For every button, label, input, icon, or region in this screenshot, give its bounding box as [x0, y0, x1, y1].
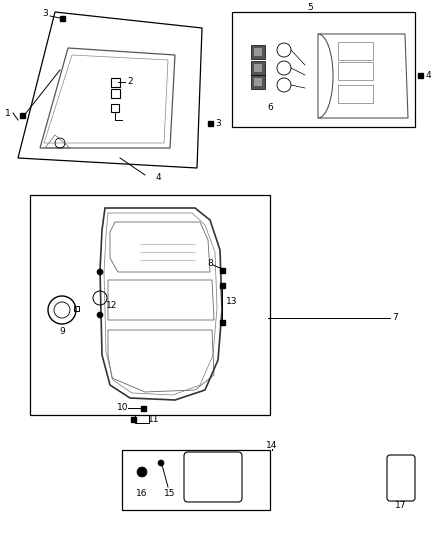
Text: 11: 11 [148, 415, 160, 424]
Bar [254, 48, 262, 56]
Bar [417, 72, 423, 77]
Bar [20, 112, 25, 117]
Bar [208, 120, 212, 125]
Text: 14: 14 [266, 441, 278, 450]
Bar [30, 195, 270, 415]
Bar [219, 319, 225, 325]
Bar [254, 78, 262, 86]
Text: 5: 5 [307, 4, 313, 12]
Bar [251, 61, 265, 75]
Bar [219, 268, 225, 272]
Text: 10: 10 [117, 403, 129, 413]
Bar [251, 45, 265, 59]
Bar [338, 85, 373, 103]
Text: 1: 1 [5, 109, 11, 117]
Bar [135, 415, 149, 423]
Bar [74, 305, 78, 311]
Bar [254, 64, 262, 72]
Text: 8: 8 [207, 259, 213, 268]
Text: 6: 6 [267, 103, 273, 112]
Text: 15: 15 [164, 489, 176, 497]
Circle shape [158, 460, 164, 466]
Bar [131, 416, 135, 422]
Bar [110, 77, 120, 86]
Text: 17: 17 [395, 500, 407, 510]
Bar [219, 282, 225, 287]
Text: 9: 9 [59, 327, 65, 336]
Bar [122, 450, 270, 510]
Bar [232, 12, 415, 127]
Circle shape [137, 467, 147, 477]
Text: 13: 13 [226, 297, 238, 306]
Bar [111, 104, 119, 112]
Circle shape [97, 312, 103, 318]
Bar [251, 75, 265, 89]
Bar [338, 42, 373, 60]
Text: 3: 3 [215, 118, 221, 127]
Text: 2: 2 [127, 77, 133, 86]
Circle shape [97, 269, 103, 275]
Text: 4: 4 [425, 70, 431, 79]
Text: 16: 16 [136, 489, 148, 497]
Text: 7: 7 [392, 313, 398, 322]
Text: 4: 4 [155, 174, 161, 182]
Bar [60, 15, 64, 20]
Bar [110, 88, 120, 98]
Text: 12: 12 [106, 301, 118, 310]
Bar [338, 62, 373, 80]
Bar [141, 406, 145, 410]
Text: 3: 3 [42, 10, 48, 19]
